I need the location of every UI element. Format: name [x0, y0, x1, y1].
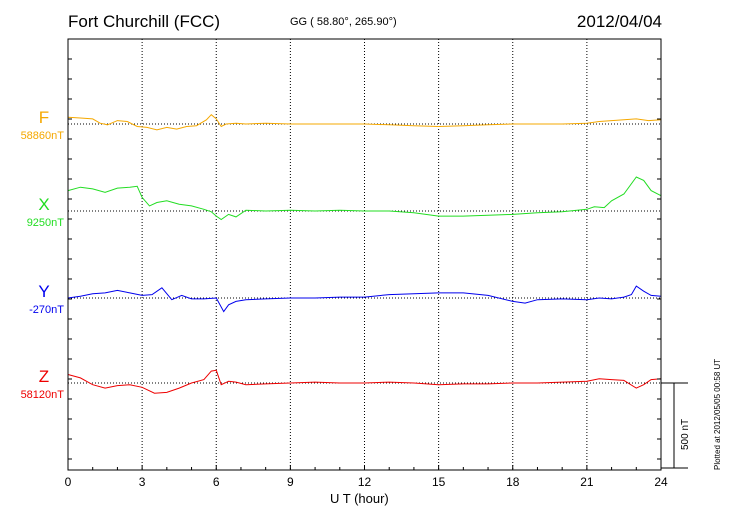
- x-axis-ticks: 0 3 6 9 12 15 18 21 24: [65, 58, 668, 489]
- x-tick-label-9: 9: [287, 475, 294, 489]
- scale-bar: [661, 382, 688, 469]
- grid: [68, 39, 661, 470]
- x-tick-label-24: 24: [654, 475, 668, 489]
- channel-baseline-F: 58860nT: [20, 130, 64, 142]
- x-tick-label-6: 6: [213, 475, 220, 489]
- channel-baseline-Y: -270nT: [29, 304, 64, 316]
- station-title: Fort Churchill (FCC): [68, 12, 221, 31]
- x-axis-label: U T (hour): [330, 491, 389, 506]
- x-tick-label-12: 12: [358, 475, 372, 489]
- scale-bar-label: 500 nT: [680, 418, 691, 450]
- channel-letter-X: X: [38, 195, 50, 214]
- plotted-timestamp: Plotted at 2012/05/05 00:58 UT: [713, 358, 722, 470]
- trace-Z: [67, 369, 662, 394]
- traces: [67, 114, 662, 394]
- x-tick-label-3: 3: [139, 475, 146, 489]
- channel-baseline-Z: 58120nT: [20, 389, 64, 401]
- x-tick-label-18: 18: [506, 475, 520, 489]
- channel-baseline-X: 9250nT: [26, 217, 64, 229]
- trace-X: [67, 176, 662, 221]
- x-tick-label-15: 15: [432, 475, 446, 489]
- geo-coordinates: GG ( 58.80°, 265.90°): [290, 16, 397, 28]
- x-tick-label-0: 0: [65, 475, 72, 489]
- trace-F: [67, 114, 662, 131]
- channel-letter-F: F: [38, 108, 50, 127]
- trace-Y: [67, 285, 662, 313]
- x-tick-label-21: 21: [580, 475, 594, 489]
- channel-letter-Y: Y: [38, 282, 50, 301]
- channel-letter-Z: Z: [38, 367, 50, 386]
- date-label: 2012/04/04: [576, 12, 662, 31]
